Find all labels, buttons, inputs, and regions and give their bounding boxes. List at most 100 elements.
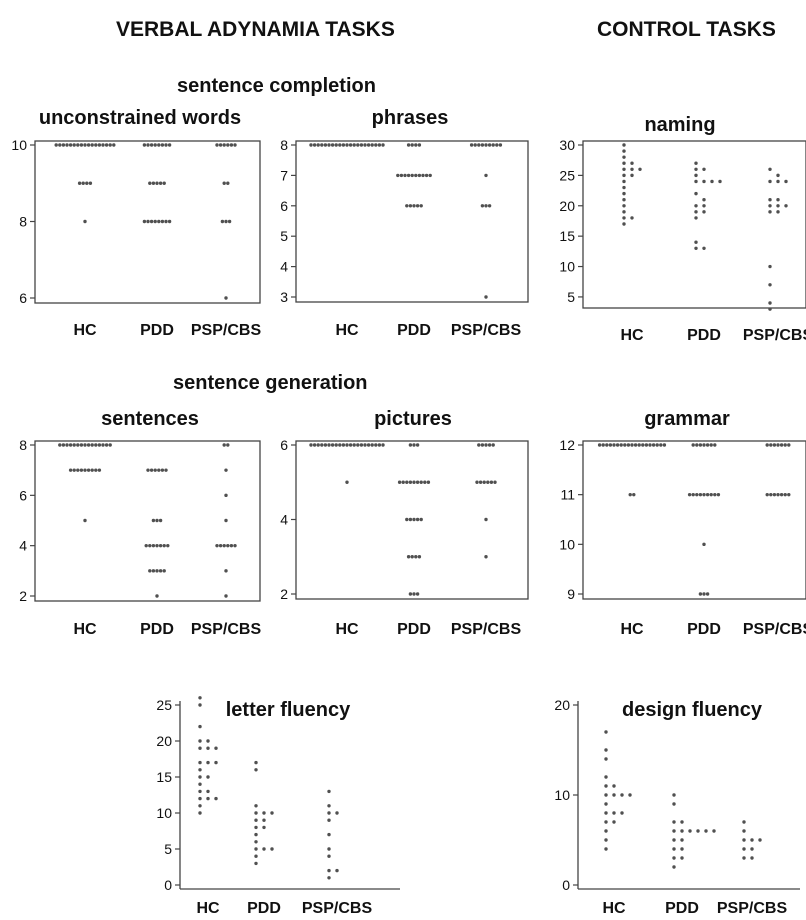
pictures-data-point bbox=[478, 480, 483, 484]
pictures-data-point bbox=[352, 443, 356, 447]
grammar-data-point bbox=[705, 492, 710, 497]
naming-data-point bbox=[768, 301, 772, 305]
grammar-data-point bbox=[776, 492, 780, 497]
grammar-chart-title: grammar bbox=[644, 408, 730, 430]
unconstrained-data-point bbox=[149, 219, 154, 224]
letter-data-point bbox=[206, 775, 210, 779]
unconstrained-data-point bbox=[222, 181, 226, 185]
pictures-data-point bbox=[412, 443, 416, 447]
sentences-data-point bbox=[148, 569, 152, 573]
unconstrained-data-point bbox=[146, 143, 150, 147]
grammar-data-point bbox=[698, 492, 703, 497]
unconstrained-chart-title: unconstrained words bbox=[39, 107, 241, 129]
design-data-point bbox=[604, 730, 608, 734]
unconstrained-data-point bbox=[83, 219, 87, 224]
design-y-tick-label: 0 bbox=[562, 877, 570, 893]
phrases-data-point bbox=[408, 204, 413, 208]
pictures-data-point bbox=[341, 443, 346, 447]
design-data-point bbox=[620, 793, 624, 797]
sentences-data-point bbox=[155, 569, 159, 573]
naming-data-point bbox=[622, 216, 626, 220]
unconstrained-data-point bbox=[83, 143, 87, 147]
letter-data-point bbox=[198, 724, 202, 729]
unconstrained-data-point bbox=[68, 143, 73, 147]
phrases-data-point bbox=[356, 143, 360, 147]
letter-x-category-label: PSP/CBS bbox=[302, 900, 373, 917]
letter-y-tick-label: 20 bbox=[156, 733, 172, 749]
naming-data-point bbox=[694, 173, 698, 178]
pictures-chart-title: pictures bbox=[374, 408, 452, 430]
design-data-point bbox=[672, 838, 676, 842]
naming-y-tick-label: 5 bbox=[567, 289, 575, 305]
naming-data-point bbox=[776, 179, 780, 184]
letter-data-point bbox=[327, 811, 331, 815]
letter-data-point bbox=[254, 840, 258, 844]
pictures-data-point bbox=[412, 480, 416, 484]
sentences-data-point bbox=[218, 543, 223, 548]
unconstrained-data-point bbox=[215, 143, 219, 147]
sentences-data-point bbox=[155, 543, 159, 548]
naming-data-point bbox=[694, 240, 698, 244]
design-data-point bbox=[680, 820, 684, 824]
pictures-data-point bbox=[415, 480, 420, 484]
unconstrained-data-point bbox=[160, 143, 165, 147]
sentences-data-point bbox=[97, 468, 102, 472]
unconstrained-data-point bbox=[88, 181, 93, 185]
pictures-y-tick-label: 2 bbox=[280, 586, 288, 602]
sentences-data-point bbox=[101, 443, 105, 447]
pictures-data-point bbox=[493, 480, 497, 484]
phrases-y-tick-label: 7 bbox=[280, 167, 288, 183]
unconstrained-data-point bbox=[101, 143, 105, 147]
sentences-data-point bbox=[229, 543, 234, 548]
phrases-data-point bbox=[417, 173, 422, 178]
letter-y-tick-label: 10 bbox=[156, 805, 172, 821]
pictures-data-point bbox=[477, 443, 481, 447]
naming-data-point bbox=[702, 204, 706, 208]
unconstrained-data-point bbox=[112, 143, 116, 147]
grammar-data-point bbox=[702, 592, 706, 596]
pictures-data-point bbox=[363, 443, 367, 447]
letter-data-point bbox=[327, 804, 331, 808]
letter-data-point bbox=[327, 818, 331, 822]
grammar-data-point bbox=[698, 592, 703, 596]
letter-y-tick-label: 15 bbox=[156, 769, 172, 785]
phrases-data-point bbox=[480, 204, 485, 208]
phrases-data-point bbox=[424, 173, 429, 178]
pictures-data-point bbox=[419, 480, 423, 484]
letter-data-point bbox=[198, 796, 202, 801]
pictures-data-point bbox=[484, 443, 488, 447]
design-data-point bbox=[672, 847, 676, 851]
grammar-data-point bbox=[783, 443, 787, 447]
unconstrained-data-point bbox=[224, 219, 228, 224]
phrases-data-point bbox=[338, 143, 342, 147]
phrases-data-point bbox=[316, 143, 320, 147]
letter-data-point bbox=[335, 868, 339, 873]
unconstrained-data-point bbox=[157, 219, 161, 224]
pictures-data-point bbox=[412, 517, 416, 522]
unconstrained-data-point bbox=[146, 219, 150, 224]
pictures-data-point bbox=[345, 443, 349, 447]
grammar-data-point bbox=[709, 443, 713, 447]
phrases-data-point bbox=[352, 143, 356, 147]
design-data-point bbox=[688, 829, 692, 833]
letter-data-point bbox=[254, 768, 258, 772]
unconstrained-data-point bbox=[79, 143, 84, 147]
unconstrained-data-point bbox=[148, 181, 152, 185]
sentences-data-point bbox=[162, 543, 166, 548]
sentences-data-point bbox=[83, 518, 87, 523]
sentences-data-point bbox=[233, 543, 237, 548]
grammar-y-tick-label: 9 bbox=[567, 586, 575, 602]
design-chart-title: design fluency bbox=[622, 699, 763, 721]
naming-x-category-label: HC bbox=[620, 327, 644, 344]
letter-data-point bbox=[206, 746, 210, 750]
design-data-point bbox=[680, 847, 684, 851]
naming-data-point bbox=[622, 191, 626, 196]
pictures-data-point bbox=[405, 517, 409, 522]
phrases-data-point bbox=[320, 143, 324, 147]
pictures-data-point bbox=[327, 443, 331, 447]
design-data-point bbox=[696, 829, 700, 833]
phrases-data-point bbox=[495, 143, 499, 147]
phrases-y-tick-label: 3 bbox=[280, 289, 288, 305]
unconstrained-data-point bbox=[104, 143, 109, 147]
design-data-point bbox=[742, 856, 746, 860]
